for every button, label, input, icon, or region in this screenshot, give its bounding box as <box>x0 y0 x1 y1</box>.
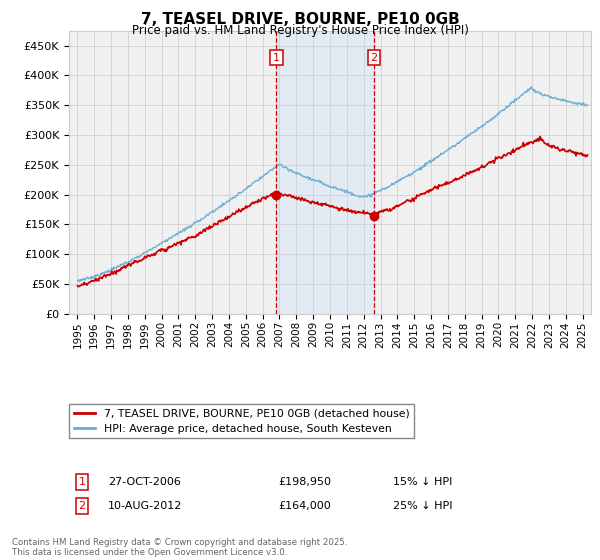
Text: £164,000: £164,000 <box>278 501 331 511</box>
Legend: 7, TEASEL DRIVE, BOURNE, PE10 0GB (detached house), HPI: Average price, detached: 7, TEASEL DRIVE, BOURNE, PE10 0GB (detac… <box>69 404 414 438</box>
Text: 2: 2 <box>370 53 377 63</box>
Text: 1: 1 <box>273 53 280 63</box>
Text: 7, TEASEL DRIVE, BOURNE, PE10 0GB: 7, TEASEL DRIVE, BOURNE, PE10 0GB <box>140 12 460 27</box>
Text: 10-AUG-2012: 10-AUG-2012 <box>108 501 182 511</box>
Text: 15% ↓ HPI: 15% ↓ HPI <box>392 477 452 487</box>
Text: Price paid vs. HM Land Registry's House Price Index (HPI): Price paid vs. HM Land Registry's House … <box>131 24 469 37</box>
Text: 27-OCT-2006: 27-OCT-2006 <box>108 477 181 487</box>
Text: 25% ↓ HPI: 25% ↓ HPI <box>392 501 452 511</box>
Text: £198,950: £198,950 <box>278 477 331 487</box>
Text: Contains HM Land Registry data © Crown copyright and database right 2025.
This d: Contains HM Land Registry data © Crown c… <box>12 538 347 557</box>
Bar <box>277 31 374 314</box>
Text: 2: 2 <box>79 501 86 511</box>
Text: 1: 1 <box>79 477 86 487</box>
